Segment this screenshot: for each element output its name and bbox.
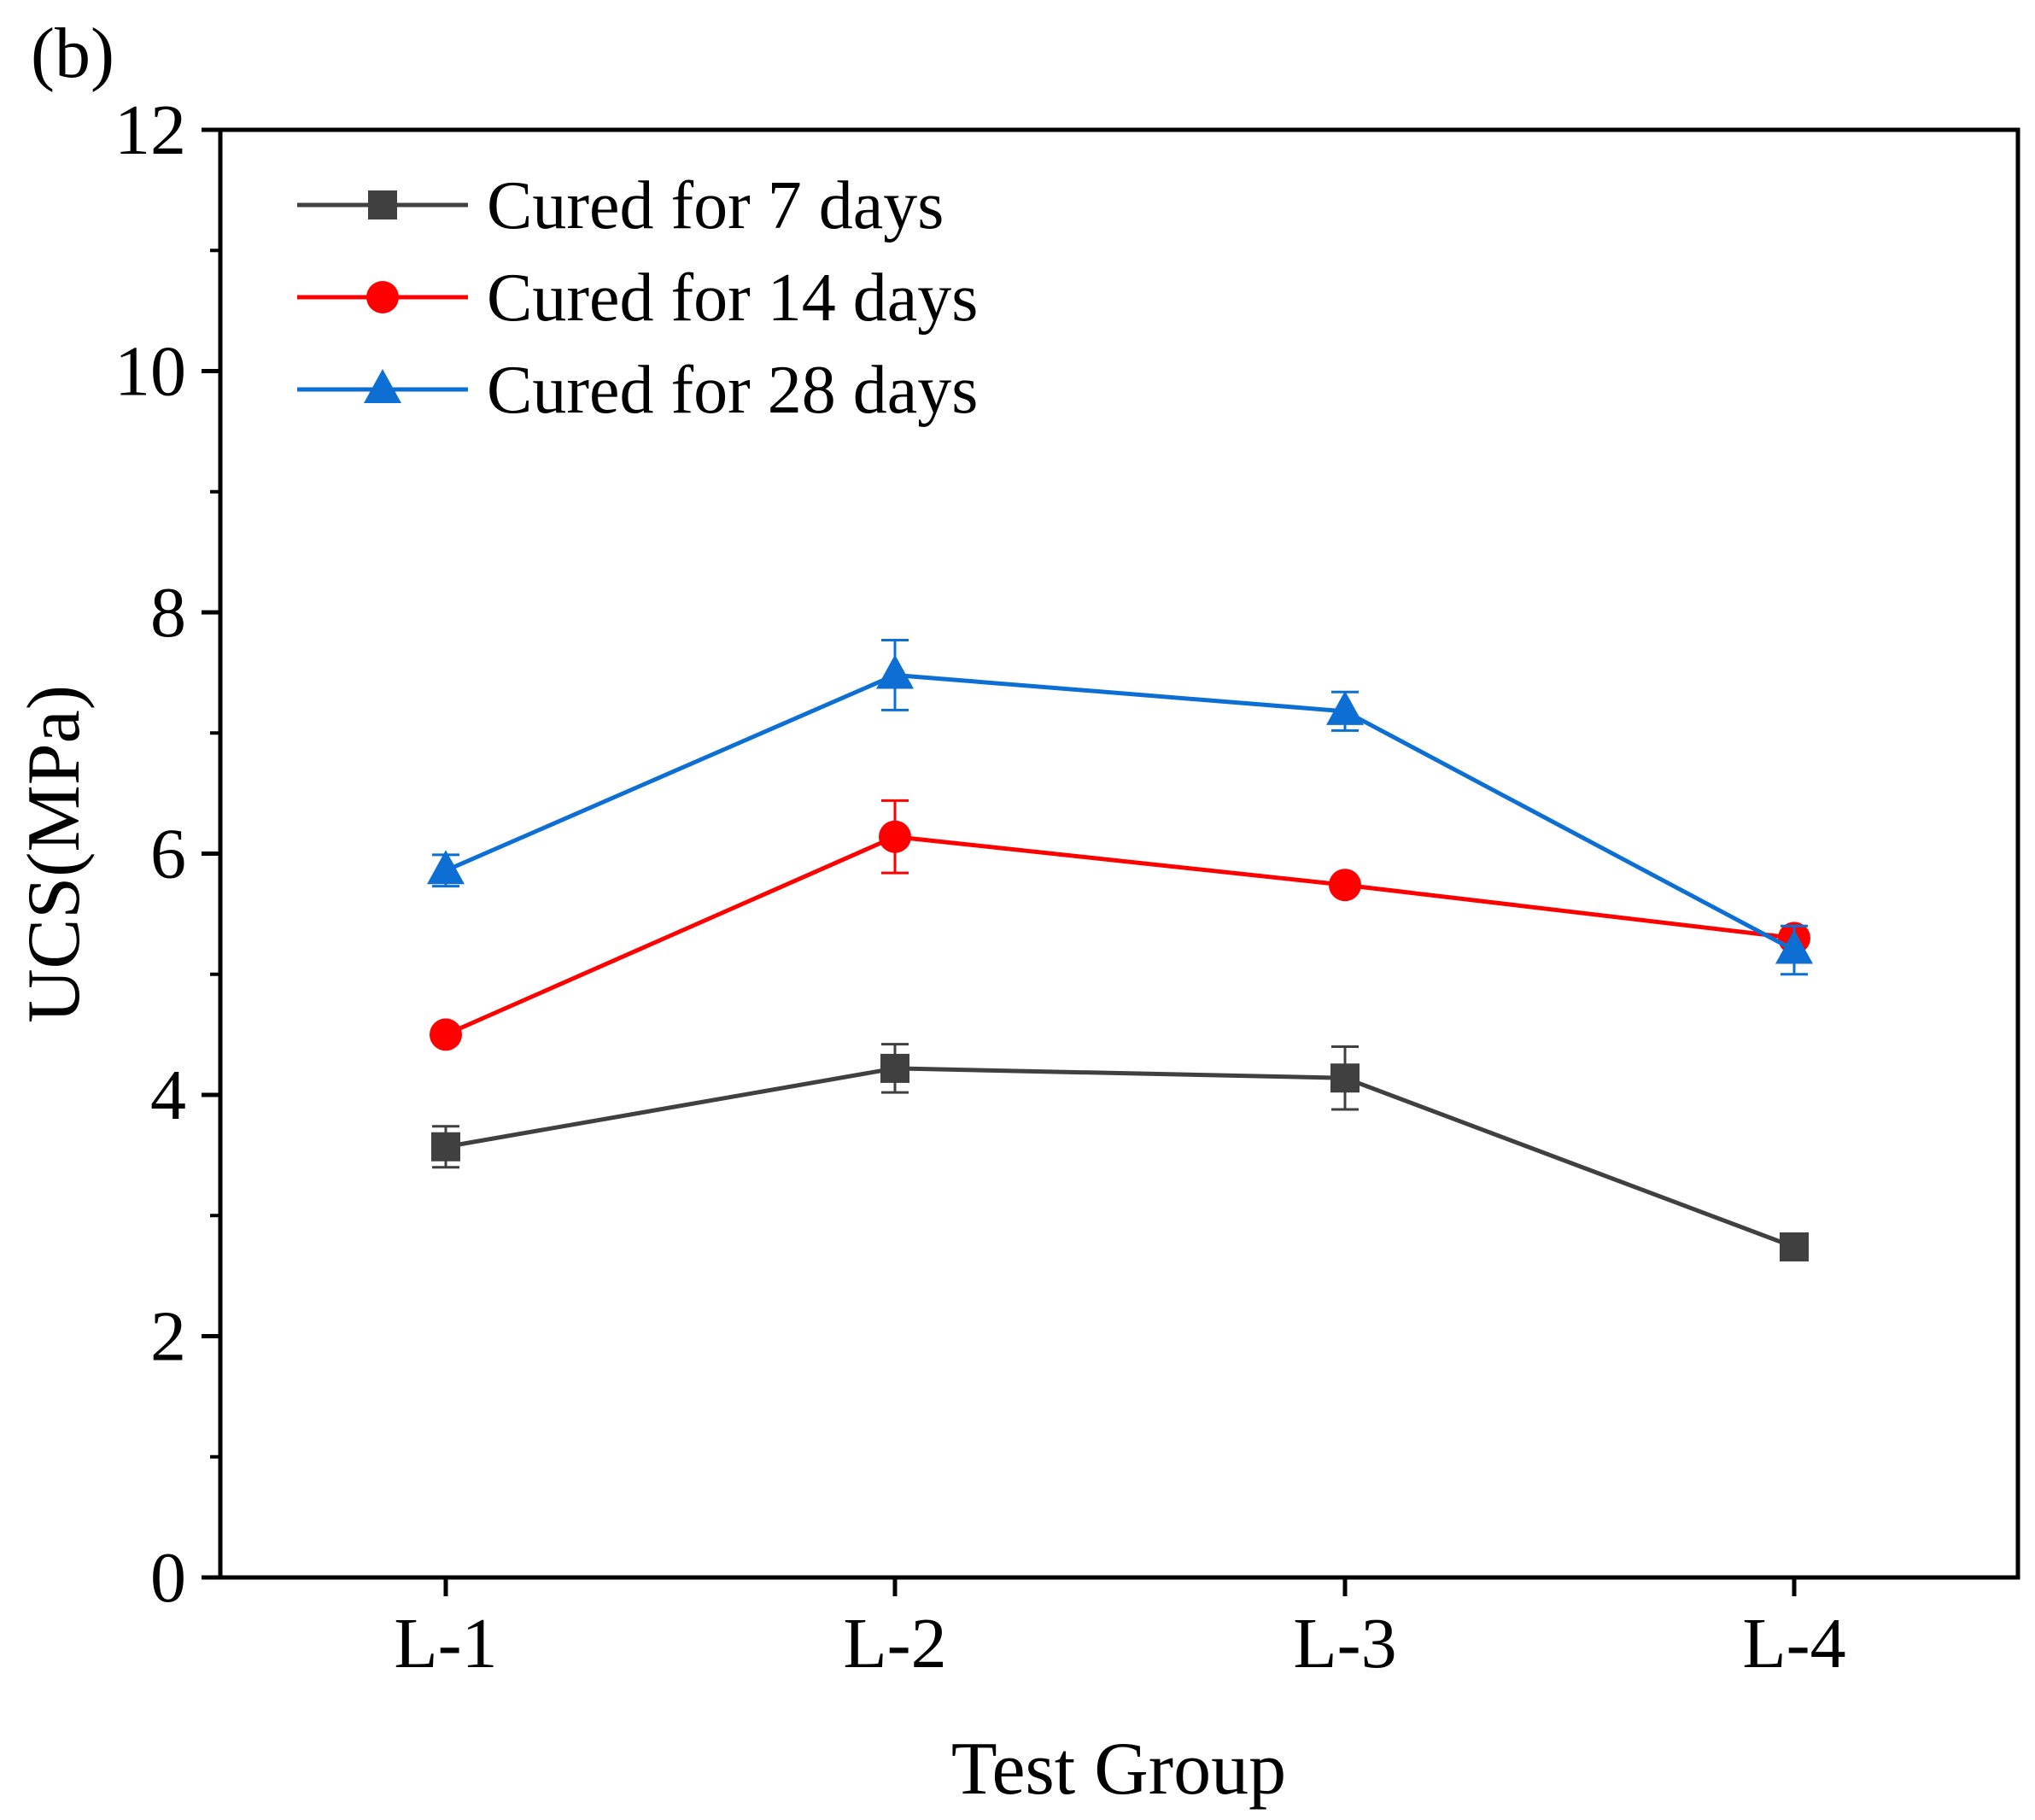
legend-label: Cured for 7 days	[487, 168, 944, 243]
legend-item-2: Cured for 14 days	[297, 260, 978, 336]
y-axis-title: UCS(MPa)	[13, 685, 96, 1023]
legend-item-3: Cured for 28 days	[297, 353, 978, 428]
legend-marker	[366, 281, 399, 313]
x-tick-label-L-1: L-1	[394, 1604, 497, 1683]
y-tick-label-2: 2	[150, 1297, 186, 1377]
series-3	[427, 638, 1813, 976]
series-2-point-L-1	[430, 1018, 462, 1051]
y-tick-label-10: 10	[114, 332, 186, 412]
legend-label: Cured for 14 days	[487, 260, 978, 336]
x-tick-label-L-4: L-4	[1742, 1604, 1845, 1683]
legend-label: Cured for 28 days	[487, 353, 978, 428]
y-tick-label-12: 12	[114, 91, 186, 170]
series-3-point-L-3	[1326, 690, 1364, 725]
series-2-point-L-2	[879, 820, 911, 853]
x-tick-label-L-3: L-3	[1293, 1604, 1396, 1683]
series-1-point-L-2	[880, 1053, 909, 1083]
y-tick-label-0: 0	[150, 1538, 186, 1618]
x-tick-label-L-2: L-2	[843, 1604, 946, 1683]
y-tick-label-4: 4	[150, 1056, 186, 1135]
series-1-point-L-3	[1330, 1063, 1360, 1093]
series-3-point-L-2	[876, 654, 914, 689]
series-2	[430, 799, 1810, 1051]
y-axis: 0 2 4 6 8 10 12	[114, 91, 220, 1618]
series-1-point-L-1	[431, 1132, 460, 1162]
plot-frame	[218, 127, 2020, 1580]
series-2-line	[444, 834, 1795, 1037]
y-tick-label-8: 8	[150, 573, 186, 653]
series-3-point-L-1	[427, 850, 465, 885]
series-3-line	[445, 672, 1796, 952]
series-1-line	[445, 1066, 1795, 1249]
x-axis-title: Test Group	[951, 1728, 1286, 1811]
legend-marker	[368, 190, 397, 219]
series-1	[431, 1043, 1809, 1261]
series-1-point-L-4	[1780, 1232, 1809, 1261]
legend-marker	[364, 369, 401, 403]
y-tick-label-6: 6	[150, 815, 186, 894]
panel-label: (b)	[31, 14, 114, 93]
x-axis: L-1 L-2 L-3 L-4	[394, 1577, 1846, 1683]
legend-item-1: Cured for 7 days	[297, 168, 944, 243]
series-3-point-L-4	[1775, 929, 1813, 964]
series-2-point-L-3	[1329, 869, 1361, 902]
legend: Cured for 7 days Cured for 14 days Cured f…	[297, 168, 978, 428]
series-layer	[427, 638, 1813, 1261]
